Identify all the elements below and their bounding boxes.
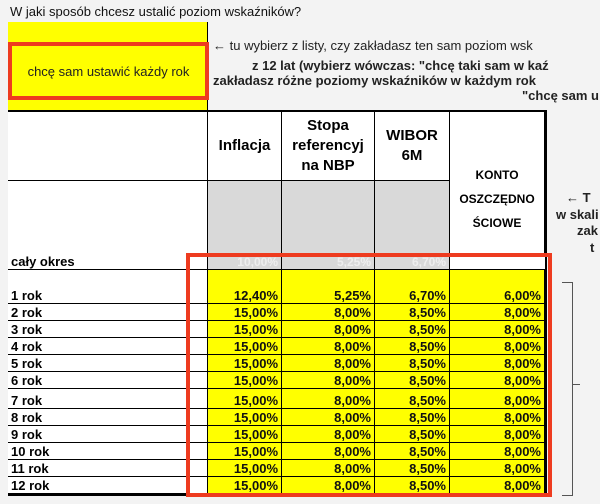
row-label: 8 rok: [8, 409, 207, 426]
value-cell[interactable]: 15,00%: [207, 304, 282, 321]
value-cell[interactable]: 8,00%: [450, 443, 545, 460]
value-cell[interactable]: 8,00%: [450, 426, 545, 443]
value-cell[interactable]: 6,00%: [450, 270, 545, 304]
whole-period-value: [450, 255, 545, 270]
value-cell[interactable]: 15,00%: [207, 477, 282, 494]
value-cell[interactable]: 15,00%: [207, 443, 282, 460]
value-cell[interactable]: 15,00%: [207, 338, 282, 355]
value-cell[interactable]: 15,00%: [207, 460, 282, 477]
value-cell[interactable]: 8,00%: [282, 443, 375, 460]
instruction-line: z 12 lat (wybierz wówczas: "chcę taki sa…: [252, 58, 549, 73]
value-cell[interactable]: 8,00%: [282, 338, 375, 355]
value-cell[interactable]: 8,50%: [375, 304, 450, 321]
indicators-table: Inflacja Stopa referencyj na NBP WIBOR 6…: [8, 110, 547, 496]
value-cell[interactable]: 8,00%: [282, 304, 375, 321]
mode-dropdown[interactable]: chcę sam ustawić każdy rok: [8, 42, 209, 100]
whole-period-value: 6,70%: [375, 255, 450, 270]
value-cell[interactable]: 8,50%: [375, 372, 450, 389]
instruction-line: "chcę sam u: [522, 88, 599, 103]
column-header-wibor: WIBOR 6M: [375, 112, 450, 181]
value-cell[interactable]: 15,00%: [207, 409, 282, 426]
value-cell[interactable]: 8,00%: [450, 409, 545, 426]
value-cell[interactable]: 15,00%: [207, 426, 282, 443]
value-cell[interactable]: 8,50%: [375, 321, 450, 338]
side-note-line: w skali: [556, 207, 599, 222]
row-label: 10 rok: [8, 443, 207, 460]
question-label: W jaki sposób chcesz ustalić poziom wska…: [10, 4, 302, 19]
value-cell[interactable]: 8,00%: [282, 321, 375, 338]
value-cell[interactable]: 8,00%: [450, 389, 545, 409]
value-cell[interactable]: 8,00%: [450, 477, 545, 494]
side-note-line: zak: [577, 223, 598, 238]
column-header-konto: KONTO OSZCZĘDNO ŚCIOWE: [450, 112, 545, 255]
value-cell[interactable]: 8,00%: [450, 321, 545, 338]
row-label: 3 rok: [8, 321, 207, 338]
value-cell[interactable]: 8,50%: [375, 443, 450, 460]
row-label: 6 rok: [8, 372, 207, 389]
value-cell[interactable]: 8,00%: [282, 426, 375, 443]
value-cell[interactable]: 15,00%: [207, 321, 282, 338]
value-cell[interactable]: 8,50%: [375, 338, 450, 355]
row-label: 7 rok: [8, 389, 207, 409]
row-label-whole-period: cały okres: [8, 254, 207, 270]
value-cell[interactable]: 15,00%: [207, 389, 282, 409]
value-cell[interactable]: 8,50%: [375, 460, 450, 477]
value-cell[interactable]: 8,50%: [375, 409, 450, 426]
value-cell[interactable]: 15,00%: [207, 372, 282, 389]
bracket-annotation: [562, 282, 573, 496]
value-cell[interactable]: 8,00%: [282, 372, 375, 389]
value-cell[interactable]: 8,50%: [375, 355, 450, 372]
row-label: 5 rok: [8, 355, 207, 372]
value-cell[interactable]: 8,50%: [375, 389, 450, 409]
row-label: 9 rok: [8, 426, 207, 443]
side-note-line: t: [590, 240, 595, 255]
value-cell[interactable]: 6,70%: [375, 270, 450, 304]
bracket-tip: [572, 384, 580, 385]
column-header-stopa: Stopa referencyj na NBP: [282, 112, 375, 181]
highlight-frame: [186, 253, 552, 497]
row-label: 2 rok: [8, 304, 207, 321]
value-cell[interactable]: 8,00%: [282, 355, 375, 372]
instruction-line: ← tu wybierz z listy, czy zakładasz ten …: [213, 38, 533, 53]
value-cell[interactable]: 8,00%: [450, 338, 545, 355]
whole-period-value: 5,25%: [282, 255, 375, 270]
value-cell[interactable]: 8,00%: [450, 372, 545, 389]
side-note-line: ← T: [566, 190, 591, 205]
value-cell[interactable]: 8,00%: [282, 389, 375, 409]
value-cell[interactable]: 8,00%: [282, 460, 375, 477]
row-label: 4 rok: [8, 338, 207, 355]
whole-period-value: 10,00%: [207, 255, 282, 270]
value-cell[interactable]: 8,50%: [375, 426, 450, 443]
value-cell[interactable]: 5,25%: [282, 270, 375, 304]
row-label: 1 rok: [8, 270, 207, 304]
value-cell[interactable]: 12,40%: [207, 270, 282, 304]
value-cell[interactable]: 8,00%: [282, 409, 375, 426]
instruction-line: zakładasz różne poziomy wskaźników w każ…: [213, 73, 536, 88]
value-cell[interactable]: 15,00%: [207, 355, 282, 372]
value-cell[interactable]: 8,00%: [450, 460, 545, 477]
value-cell[interactable]: 8,00%: [450, 355, 545, 372]
row-label: 11 rok: [8, 460, 207, 477]
row-label: 12 rok: [8, 477, 207, 494]
value-cell[interactable]: 8,00%: [450, 304, 545, 321]
column-header-inflacja: Inflacja: [207, 112, 282, 181]
